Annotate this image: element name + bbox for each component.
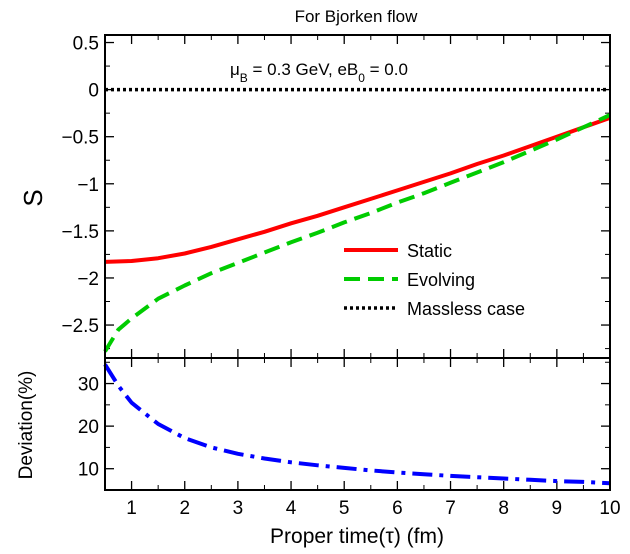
series-line-deviation: [103, 363, 611, 486]
top-ylabel: S: [18, 189, 48, 206]
x-tick-label: 8: [498, 498, 509, 519]
legend-label: Static: [407, 241, 452, 261]
x-tick-label: 7: [445, 498, 456, 519]
x-tick-label: 3: [233, 498, 244, 519]
series-line-evolving: [103, 113, 611, 353]
x-tick-label: 10: [599, 498, 620, 519]
x-tick-label: 6: [392, 498, 403, 519]
x-tick-label: 1: [126, 498, 137, 519]
x-tick-label: 9: [552, 498, 563, 519]
annotation-mu: μ: [230, 60, 240, 79]
y-tick-label: 30: [78, 375, 99, 396]
series-line-static: [104, 116, 611, 264]
y-tick-label: 0.5: [73, 34, 99, 55]
x-tick-label: 5: [339, 498, 350, 519]
y-tick-label: 0: [88, 81, 99, 102]
y-tick-label: −2: [77, 269, 99, 290]
annotation-b-subscript: 0: [358, 71, 365, 85]
x-tick-label: 4: [286, 498, 297, 519]
legend-label: Evolving: [407, 270, 475, 290]
y-tick-label: −1: [77, 175, 99, 196]
y-tick-label: 20: [78, 417, 99, 438]
y-tick-label: −2.5: [61, 316, 99, 337]
xlabel: Proper time(τ) (fm): [270, 525, 444, 548]
annotation-mid: = 0.3 GeV, eB: [248, 60, 358, 79]
chart-annotation: μB = 0.3 GeV, eB0 = 0.0: [230, 60, 408, 85]
annotation-mu-subscript: B: [240, 71, 248, 85]
y-tick-label: −1.5: [61, 222, 99, 243]
annotation-tail: = 0.0: [365, 60, 408, 79]
chart-title: For Bjorken flow: [295, 7, 419, 26]
plot-frame: [104, 357, 611, 491]
bottom-ylabel: Deviation(%): [16, 371, 37, 480]
y-tick-label: −0.5: [61, 128, 99, 149]
legend-label: Massless case: [407, 299, 525, 319]
x-tick-label: 2: [179, 498, 190, 519]
y-tick-label: 10: [78, 460, 99, 481]
